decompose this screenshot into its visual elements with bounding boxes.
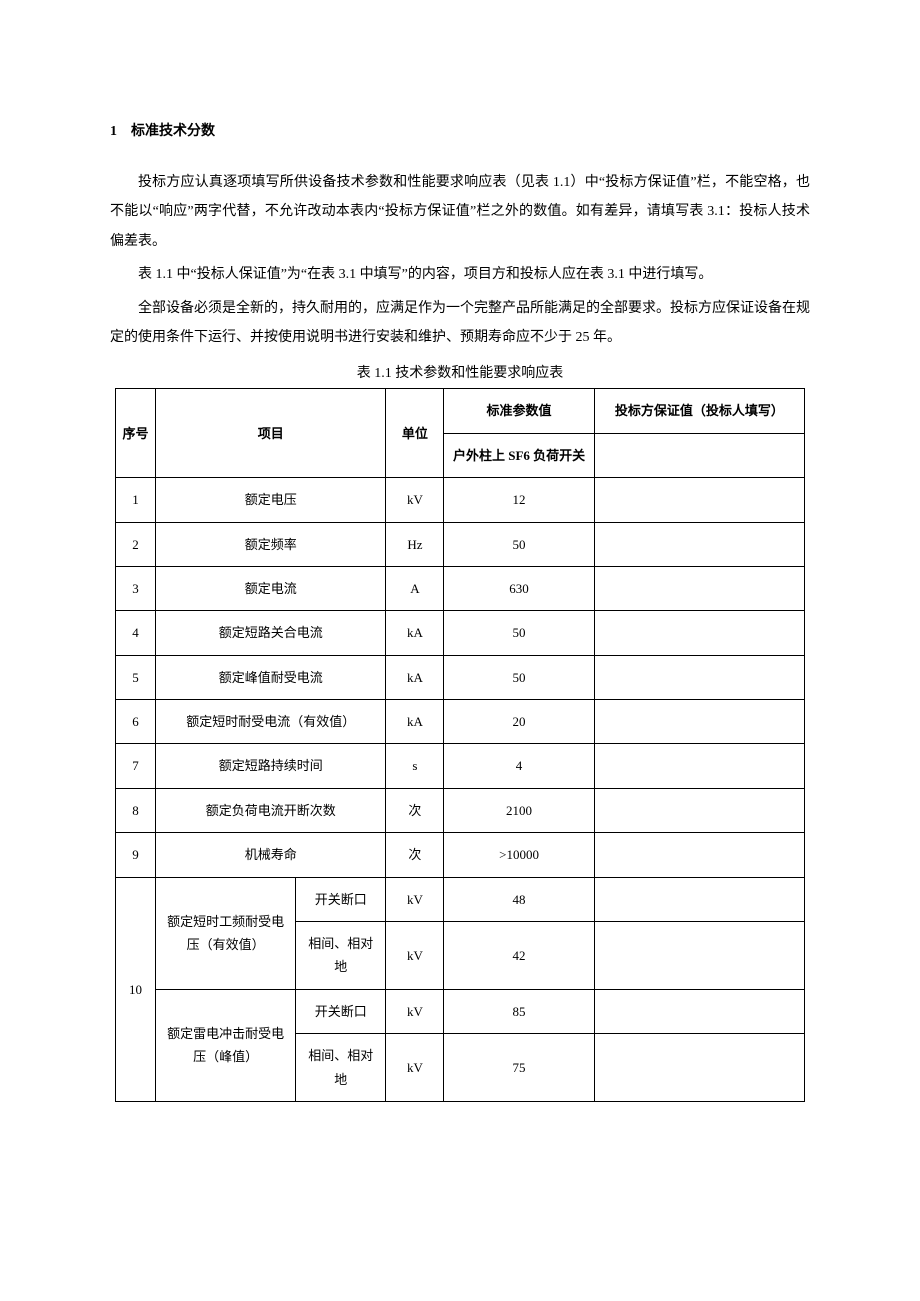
th-seq: 序号 [116,389,156,478]
cell-unit: kA [386,700,444,744]
cell-seq: 8 [116,788,156,832]
cell-bid[interactable] [594,700,804,744]
cell-bid[interactable] [594,989,804,1033]
cell-value: 630 [444,566,594,610]
document-page: 1 标准技术分数 投标方应认真逐项填写所供设备技术参数和性能要求响应表（见表 1… [0,0,920,1162]
table-row: 4 额定短路关合电流 kA 50 [116,611,805,655]
cell-unit: s [386,744,444,788]
cell-bid[interactable] [594,833,804,877]
th-std-sub: 户外柱上 SF6 负荷开关 [444,433,594,477]
cell-value: 42 [444,922,594,990]
cell-value: 4 [444,744,594,788]
table-row: 8 额定负荷电流开断次数 次 2100 [116,788,805,832]
cell-seq: 7 [116,744,156,788]
paragraph: 投标方应认真逐项填写所供设备技术参数和性能要求响应表（见表 1.1）中“投标方保… [110,168,810,256]
table-row: 6 额定短时耐受电流（有效值） kA 20 [116,700,805,744]
cell-unit: kA [386,611,444,655]
cell-seq: 10 [116,877,156,1101]
cell-unit: 次 [386,833,444,877]
cell-item-group: 额定短时工频耐受电压（有效值） [156,877,296,989]
cell-item: 额定短路持续时间 [156,744,386,788]
th-unit: 单位 [386,389,444,478]
cell-subitem: 开关断口 [296,877,386,921]
table-caption: 表 1.1 技术参数和性能要求响应表 [110,362,810,382]
cell-item: 额定频率 [156,522,386,566]
cell-item: 额定短路关合电流 [156,611,386,655]
cell-bid[interactable] [594,744,804,788]
cell-bid[interactable] [594,1034,804,1102]
cell-unit: kV [386,877,444,921]
table-row: 5 额定峰值耐受电流 kA 50 [116,655,805,699]
cell-bid[interactable] [594,566,804,610]
cell-bid[interactable] [594,877,804,921]
cell-item: 额定负荷电流开断次数 [156,788,386,832]
cell-unit: kV [386,922,444,990]
cell-item: 额定峰值耐受电流 [156,655,386,699]
cell-item-group: 额定雷电冲击耐受电压（峰值） [156,989,296,1101]
spec-table: 序号 项目 单位 标准参数值 投标方保证值（投标人填写） 户外柱上 SF6 负荷… [115,388,805,1102]
cell-unit: A [386,566,444,610]
paragraph: 表 1.1 中“投标人保证值”为“在表 3.1 中填写”的内容，项目方和投标人应… [110,260,810,289]
cell-value: 2100 [444,788,594,832]
cell-value: 12 [444,478,594,522]
cell-value: 50 [444,611,594,655]
cell-seq: 4 [116,611,156,655]
cell-bid[interactable] [594,478,804,522]
cell-value: 85 [444,989,594,1033]
cell-seq: 6 [116,700,156,744]
cell-item: 机械寿命 [156,833,386,877]
table-row: 10 额定短时工频耐受电压（有效值） 开关断口 kV 48 [116,877,805,921]
cell-bid[interactable] [594,788,804,832]
cell-unit: kV [386,1034,444,1102]
cell-seq: 3 [116,566,156,610]
cell-unit: 次 [386,788,444,832]
th-std-top: 标准参数值 [444,389,594,433]
cell-value: 50 [444,522,594,566]
cell-item: 额定电压 [156,478,386,522]
cell-seq: 9 [116,833,156,877]
cell-value: 48 [444,877,594,921]
table-row: 2 额定频率 Hz 50 [116,522,805,566]
cell-item: 额定短时耐受电流（有效值） [156,700,386,744]
th-bid: 投标方保证值（投标人填写） [594,389,804,433]
cell-bid[interactable] [594,522,804,566]
cell-value: 20 [444,700,594,744]
section-heading: 1 标准技术分数 [110,120,810,140]
cell-seq: 2 [116,522,156,566]
table-row: 3 额定电流 A 630 [116,566,805,610]
cell-seq: 1 [116,478,156,522]
cell-unit: kA [386,655,444,699]
cell-unit: Hz [386,522,444,566]
cell-subitem: 开关断口 [296,989,386,1033]
cell-seq: 5 [116,655,156,699]
cell-unit: kV [386,989,444,1033]
cell-bid[interactable] [594,922,804,990]
cell-value: 50 [444,655,594,699]
cell-item: 额定电流 [156,566,386,610]
paragraph: 全部设备必须是全新的，持久耐用的，应满足作为一个完整产品所能满足的全部要求。投标… [110,294,810,353]
table-header-row: 序号 项目 单位 标准参数值 投标方保证值（投标人填写） [116,389,805,433]
cell-unit: kV [386,478,444,522]
th-bid-sub [594,433,804,477]
table-row: 9 机械寿命 次 >10000 [116,833,805,877]
cell-value: >10000 [444,833,594,877]
cell-bid[interactable] [594,655,804,699]
cell-value: 75 [444,1034,594,1102]
th-item: 项目 [156,389,386,478]
cell-subitem: 相间、相对地 [296,922,386,990]
cell-bid[interactable] [594,611,804,655]
cell-subitem: 相间、相对地 [296,1034,386,1102]
table-row: 1 额定电压 kV 12 [116,478,805,522]
table-row: 7 额定短路持续时间 s 4 [116,744,805,788]
table-row: 额定雷电冲击耐受电压（峰值） 开关断口 kV 85 [116,989,805,1033]
